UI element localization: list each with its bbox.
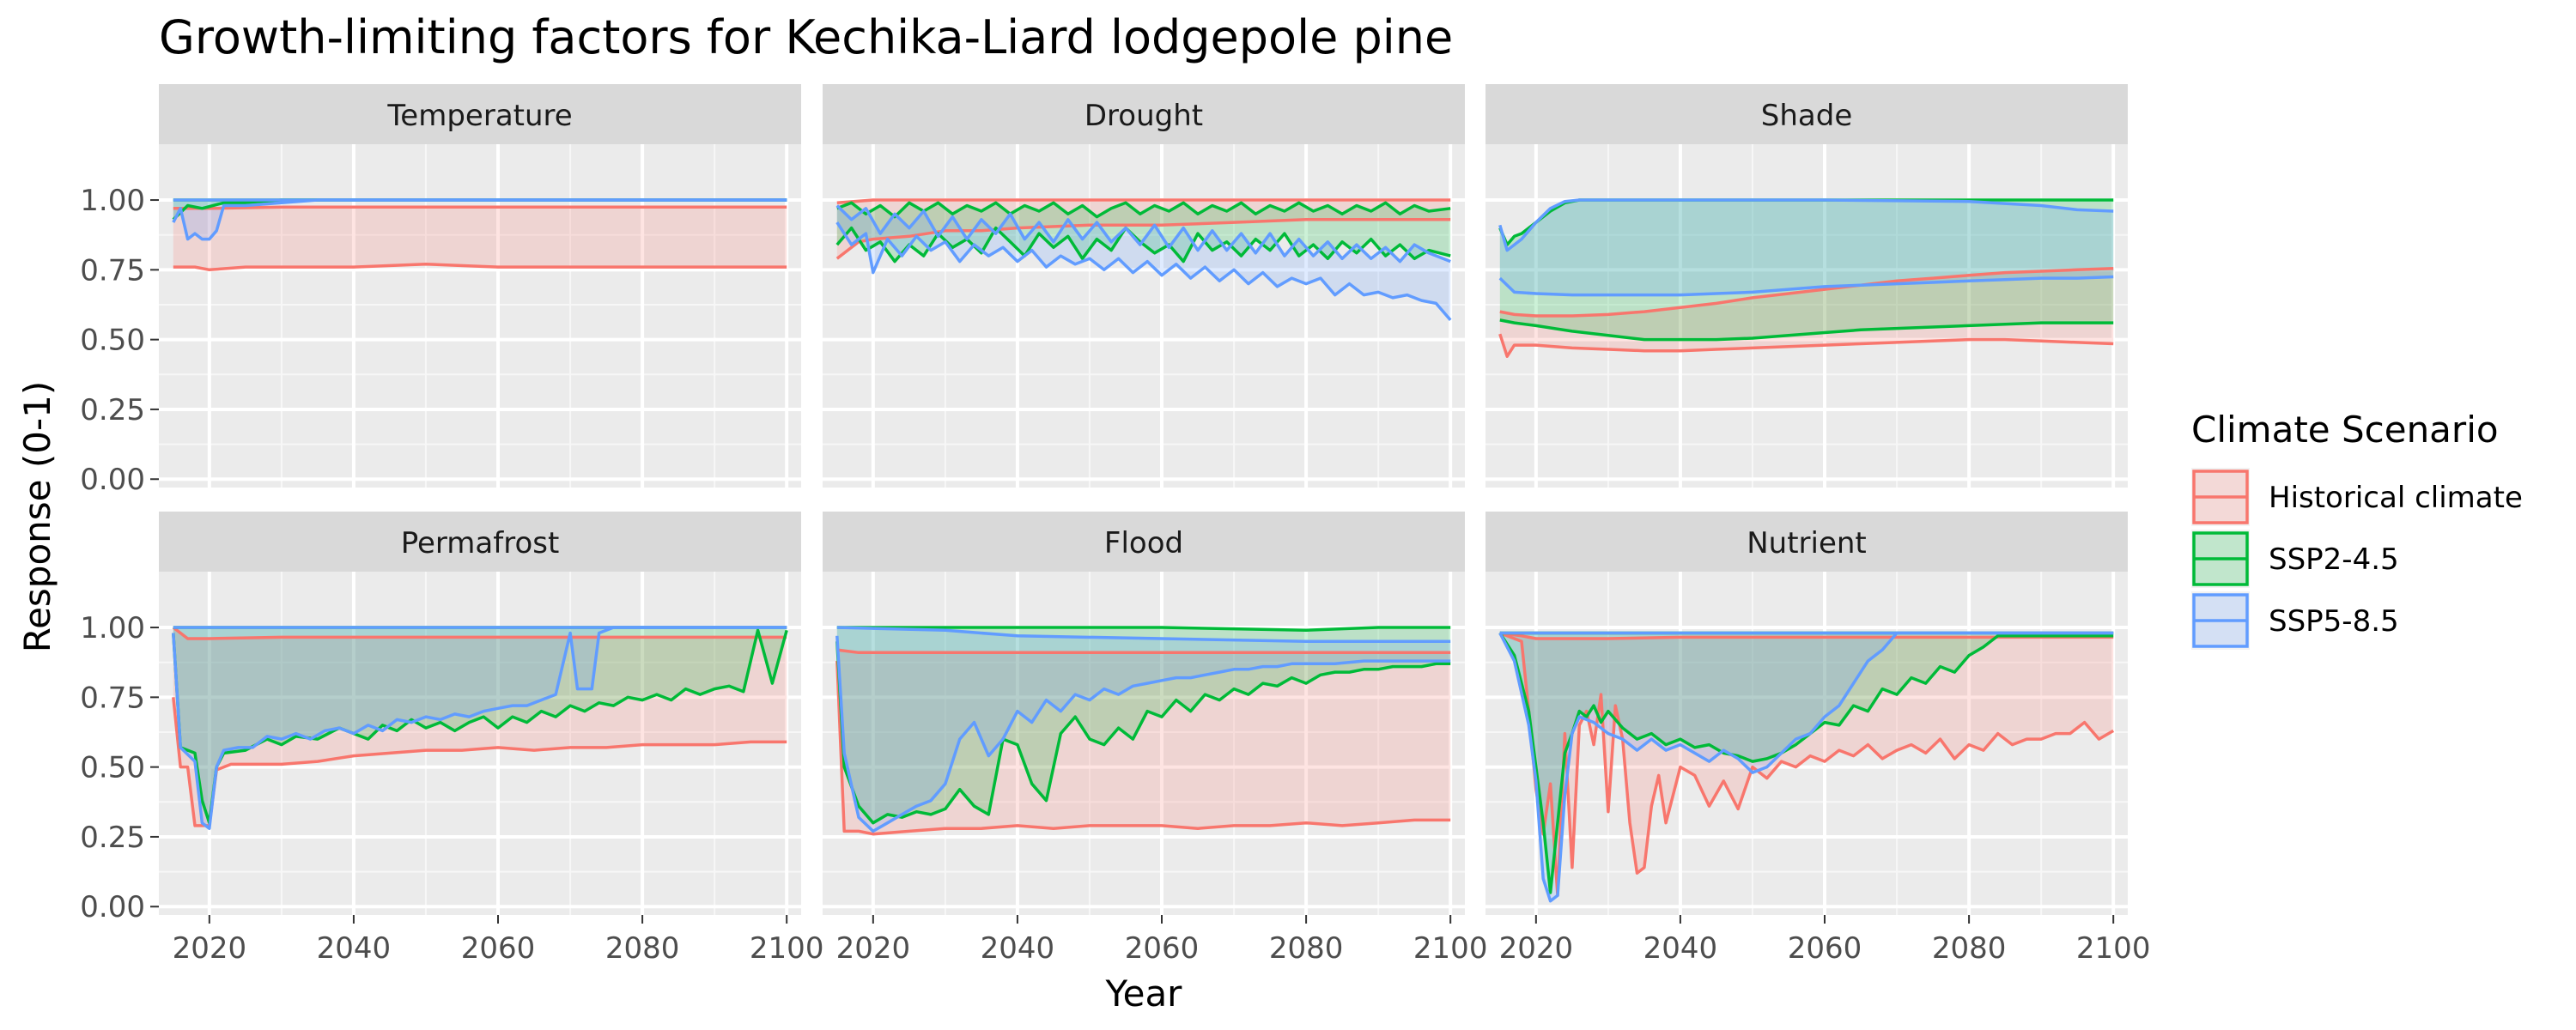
y-tick-label: 0.25 [80,393,145,427]
x-tick-label: 2020 [1499,931,1574,966]
line-ssp2-4-5-lower [1499,318,2114,342]
x-tick-label: 2100 [1413,931,1488,966]
y-tick-label: 0.00 [80,890,145,924]
chart-title: Growth-limiting factors for Kechika-Liar… [159,10,1453,64]
x-tick-label: 2040 [317,931,392,966]
facet-strip [159,84,801,144]
panel-shade: Shade [1485,84,2128,488]
x-tick-label: 2080 [1932,931,2007,966]
facet-label: Flood [1104,526,1183,560]
x-tick-label: 2100 [2076,931,2151,966]
line-historical-climate-upper [173,205,787,210]
ribbon-ssp5-8-5 [1499,200,2114,295]
facet-strip [159,512,801,572]
y-tick-label: 0.50 [80,324,145,358]
legend-item-ssp2-4-5: SSP2-4.5 [2191,530,2399,588]
panel-background [823,144,1465,488]
y-tick-label: 1.00 [80,611,145,645]
ribbon-ssp2-4-5 [1499,633,2114,893]
ribbon-ssp5-8-5 [1499,633,2114,901]
ribbon-historical-climate [1499,633,2114,896]
panel-temperature: Temperature 0.00 0.25 0.50 0.75 1.00 [80,84,801,497]
line-ssp5-8-5-upper [835,204,1451,264]
line-historical-climate-lower [835,661,1451,836]
y-tick-label: 0.50 [80,751,145,785]
ribbon-historical-climate [836,650,1451,834]
x-tick-label: 2080 [1269,931,1344,966]
ribbon-ssp5-8-5 [836,627,1451,832]
ribbon-ssp2-4-5 [836,203,1451,262]
line-historical-climate-lower [1498,333,2114,358]
x-axis-title: Year [1105,972,1183,1015]
facet-strip [823,84,1465,144]
ribbon-ssp5-8-5 [173,627,787,829]
line-ssp2-4-5-lower [1498,632,2114,894]
line-historical-climate-lower [173,263,787,272]
x-tick-label: 2060 [1788,931,1862,966]
ribbon-historical-climate [1499,268,2114,357]
line-ssp5-8-5-upper [836,626,1451,644]
ribbon-historical-climate [836,200,1451,259]
y-tick-label: 0.25 [80,821,145,855]
x-tick-label: 2040 [1643,931,1718,966]
panel-nutrient: Nutrient 2020 2040 2060 2080 2100 [1485,512,2150,966]
line-historical-climate-lower [1499,631,2115,897]
y-tick-label: 0.75 [80,253,145,288]
x-tick-label: 2060 [461,931,536,966]
y-tick-label: 0.75 [80,681,145,715]
panel-background [159,144,801,488]
legend-label: Historical climate [2269,481,2523,515]
line-historical-climate-upper [172,626,787,640]
line-ssp5-8-5-lower [835,635,1451,833]
panel-flood: Flood 2020 2040 2060 2080 2100 [823,512,1487,966]
line-ssp2-4-5-lower [835,641,1451,825]
line-ssp5-8-5-lower [835,221,1452,322]
ribbon-historical-climate [173,207,787,270]
facet-strip [1485,84,2128,144]
panel-permafrost: Permafrost 0.00 0.25 0.50 0.75 1.00 2020 2040 20… [80,512,823,966]
line-ssp2-4-5-upper [836,201,1451,219]
x-tick-label: 2100 [750,931,824,966]
legend-item-historical-climate: Historical climate [2191,468,2523,526]
line-historical-climate-upper [836,648,1451,655]
legend-title: Climate Scenario [2191,409,2499,451]
y-tick-label: 1.00 [80,184,145,218]
legend-label: SSP5-8.5 [2269,604,2399,639]
facet-label: Temperature [386,99,572,133]
x-tick-label: 2020 [836,931,911,966]
ribbon-ssp2-4-5 [1499,200,2114,340]
legend: Climate Scenario Historical climate SSP2-… [2191,409,2523,650]
line-ssp5-8-5-lower [172,198,787,241]
facet-label: Permafrost [401,526,560,560]
line-ssp5-8-5-lower [172,626,787,830]
x-tick-label: 2060 [1125,931,1200,966]
y-tick-label: 0.00 [80,463,145,497]
line-historical-climate-upper [1499,266,2114,318]
facet-strip [823,512,1465,572]
facet-strip [1485,512,2128,572]
line-ssp5-8-5-lower [1498,631,2114,903]
facet-label: Shade [1761,99,1852,133]
line-ssp5-8-5-lower [1498,275,2114,297]
y-axis-title: Response (0-1) [16,381,58,652]
facet-label: Drought [1084,99,1203,133]
panel-drought: Drought [823,84,1465,488]
facet-label: Nutrient [1747,526,1867,560]
facet-panels: Temperature 0.00 0.25 0.50 0.75 1.00 Drought Sh… [80,84,2150,966]
line-ssp5-8-5-upper [1498,198,2114,252]
legend-item-ssp5-8-5: SSP5-8.5 [2191,591,2399,650]
x-tick-label: 2080 [605,931,680,966]
ribbon-historical-climate [173,627,787,826]
x-tick-label: 2020 [173,931,247,966]
x-tick-label: 2040 [981,931,1055,966]
ribbon-ssp2-4-5 [836,627,1451,823]
line-historical-climate-upper [1499,631,2114,640]
legend-label: SSP2-4.5 [2269,542,2399,577]
line-historical-climate-upper [836,198,1451,205]
ribbon-ssp2-4-5 [173,627,787,823]
